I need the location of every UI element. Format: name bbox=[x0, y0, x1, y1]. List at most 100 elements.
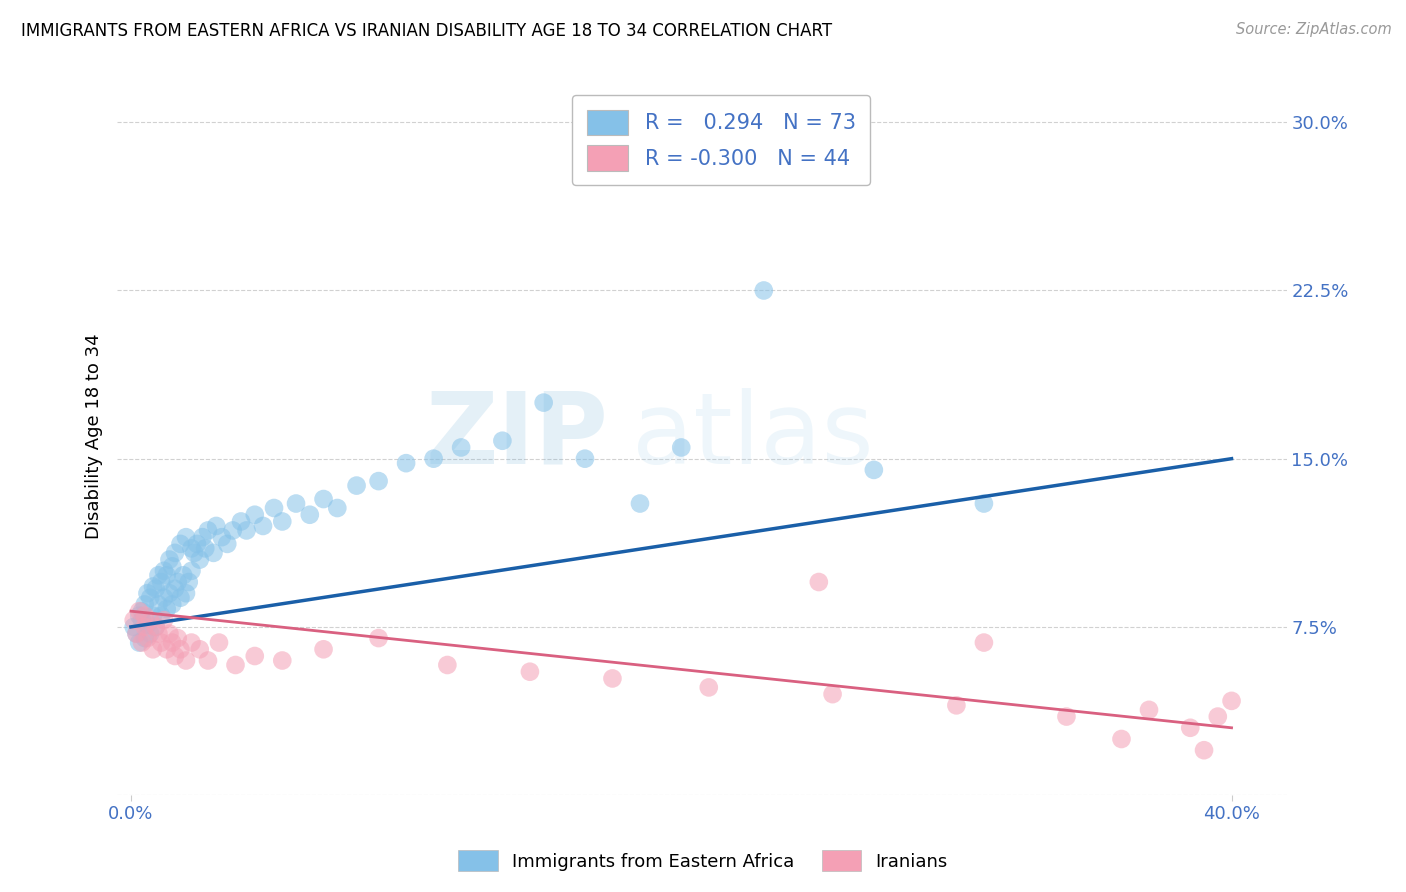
Point bbox=[271, 653, 294, 667]
Point bbox=[285, 496, 308, 510]
Point bbox=[163, 582, 186, 596]
Point bbox=[312, 642, 335, 657]
Point bbox=[134, 631, 156, 645]
Point bbox=[156, 642, 179, 657]
Point bbox=[1056, 709, 1078, 723]
Point bbox=[139, 613, 162, 627]
Point bbox=[160, 598, 183, 612]
Point bbox=[208, 635, 231, 649]
Point bbox=[150, 635, 173, 649]
Text: Source: ZipAtlas.com: Source: ZipAtlas.com bbox=[1236, 22, 1392, 37]
Point bbox=[148, 568, 170, 582]
Point bbox=[142, 580, 165, 594]
Point bbox=[224, 658, 246, 673]
Point bbox=[180, 541, 202, 556]
Point bbox=[163, 546, 186, 560]
Point bbox=[122, 620, 145, 634]
Point bbox=[211, 530, 233, 544]
Point bbox=[153, 591, 176, 605]
Point bbox=[229, 515, 252, 529]
Point bbox=[326, 501, 349, 516]
Point bbox=[188, 642, 211, 657]
Point bbox=[166, 574, 188, 589]
Point bbox=[602, 672, 624, 686]
Point bbox=[186, 537, 208, 551]
Point bbox=[235, 524, 257, 538]
Point bbox=[1180, 721, 1202, 735]
Point bbox=[136, 617, 159, 632]
Point bbox=[367, 474, 389, 488]
Point bbox=[136, 586, 159, 600]
Point bbox=[671, 441, 693, 455]
Point bbox=[142, 642, 165, 657]
Point bbox=[533, 395, 555, 409]
Point bbox=[122, 613, 145, 627]
Point bbox=[139, 626, 162, 640]
Text: IMMIGRANTS FROM EASTERN AFRICA VS IRANIAN DISABILITY AGE 18 TO 34 CORRELATION CH: IMMIGRANTS FROM EASTERN AFRICA VS IRANIA… bbox=[21, 22, 832, 40]
Point bbox=[136, 631, 159, 645]
Point bbox=[436, 658, 458, 673]
Point bbox=[134, 598, 156, 612]
Point bbox=[197, 653, 219, 667]
Point bbox=[156, 602, 179, 616]
Point bbox=[1111, 731, 1133, 746]
Point bbox=[395, 456, 418, 470]
Y-axis label: Disability Age 18 to 34: Disability Age 18 to 34 bbox=[86, 334, 103, 539]
Point bbox=[197, 524, 219, 538]
Point bbox=[153, 613, 176, 627]
Point bbox=[194, 541, 217, 556]
Point bbox=[491, 434, 513, 448]
Point bbox=[145, 620, 167, 634]
Point bbox=[166, 631, 188, 645]
Point bbox=[131, 604, 153, 618]
Text: ZIP: ZIP bbox=[426, 388, 609, 484]
Point bbox=[139, 591, 162, 605]
Point bbox=[169, 642, 191, 657]
Point bbox=[183, 546, 205, 560]
Point bbox=[180, 564, 202, 578]
Point bbox=[177, 574, 200, 589]
Point bbox=[169, 537, 191, 551]
Point bbox=[148, 598, 170, 612]
Point bbox=[271, 515, 294, 529]
Point bbox=[973, 635, 995, 649]
Point bbox=[174, 653, 197, 667]
Point bbox=[159, 552, 181, 566]
Legend: R =   0.294   N = 73, R = -0.300   N = 44: R = 0.294 N = 73, R = -0.300 N = 44 bbox=[572, 95, 870, 186]
Point bbox=[163, 648, 186, 663]
Point bbox=[863, 463, 886, 477]
Point bbox=[180, 635, 202, 649]
Point bbox=[148, 626, 170, 640]
Point bbox=[160, 635, 183, 649]
Point bbox=[263, 501, 285, 516]
Point bbox=[298, 508, 321, 522]
Point bbox=[697, 681, 720, 695]
Point bbox=[160, 559, 183, 574]
Point bbox=[243, 508, 266, 522]
Point bbox=[217, 537, 239, 551]
Point bbox=[156, 568, 179, 582]
Point bbox=[128, 608, 150, 623]
Point bbox=[346, 478, 368, 492]
Point bbox=[243, 648, 266, 663]
Point bbox=[174, 586, 197, 600]
Point bbox=[145, 582, 167, 596]
Point bbox=[222, 524, 245, 538]
Point bbox=[1220, 694, 1243, 708]
Point bbox=[125, 626, 148, 640]
Point bbox=[153, 564, 176, 578]
Point bbox=[628, 496, 651, 510]
Point bbox=[159, 586, 181, 600]
Point bbox=[574, 451, 596, 466]
Point bbox=[145, 620, 167, 634]
Point bbox=[973, 496, 995, 510]
Point bbox=[150, 608, 173, 623]
Point bbox=[945, 698, 967, 713]
Point bbox=[1137, 703, 1160, 717]
Point bbox=[367, 631, 389, 645]
Point bbox=[312, 491, 335, 506]
Point bbox=[422, 451, 444, 466]
Point bbox=[807, 574, 830, 589]
Point bbox=[134, 608, 156, 623]
Point bbox=[142, 608, 165, 623]
